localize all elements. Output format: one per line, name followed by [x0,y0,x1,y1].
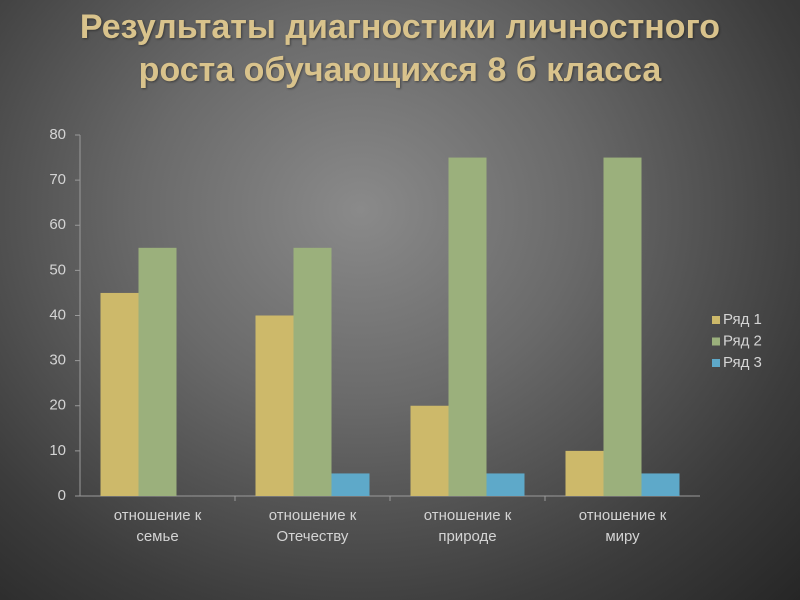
x-tick-label-line: отношение к [579,507,667,524]
bar [100,292,139,496]
legend-swatch [712,316,720,324]
x-tick-label: отношение к семье [114,507,202,545]
legend-label: Ряд 1 [723,311,762,328]
bar [255,315,294,496]
y-tick-label: 20 [49,397,66,414]
bar [293,247,332,496]
y-tick-label: 30 [49,352,66,369]
x-tick-label-line: семье [136,528,178,545]
legend-swatch [712,337,720,346]
legend-label: Ряд 2 [723,332,762,349]
bar [641,473,680,496]
y-tick-label: 50 [49,261,66,278]
bar [138,247,177,496]
bar [486,473,525,496]
bar [331,473,370,496]
x-tick-label-line: отношение к [114,507,202,524]
x-tick-label-line: отношение к [424,507,512,524]
bar [565,450,604,496]
x-tick-label-line: отношение к [269,507,357,524]
x-tick-label-line: Отечеству [277,528,349,545]
y-tick-label: 40 [49,306,66,323]
x-tick-label: отношение к природе [424,507,512,545]
y-tick-label: 60 [49,216,66,233]
x-tick-label: отношение к Отечеству [269,507,357,545]
legend-swatch [712,359,720,367]
bar [410,405,449,496]
y-tick-label: 70 [49,171,66,188]
x-tick-label-line: миру [605,528,640,545]
y-tick-label: 80 [49,126,66,143]
x-tick-label-line: природе [438,528,496,545]
x-tick-label: отношение к миру [579,507,667,545]
y-tick-label: 0 [58,487,66,504]
chart-title: Результаты диагностики личностного роста… [79,8,721,89]
legend-label: Ряд 3 [723,354,762,371]
bar [603,157,642,496]
y-tick-label: 10 [49,442,66,459]
bar [448,157,487,496]
